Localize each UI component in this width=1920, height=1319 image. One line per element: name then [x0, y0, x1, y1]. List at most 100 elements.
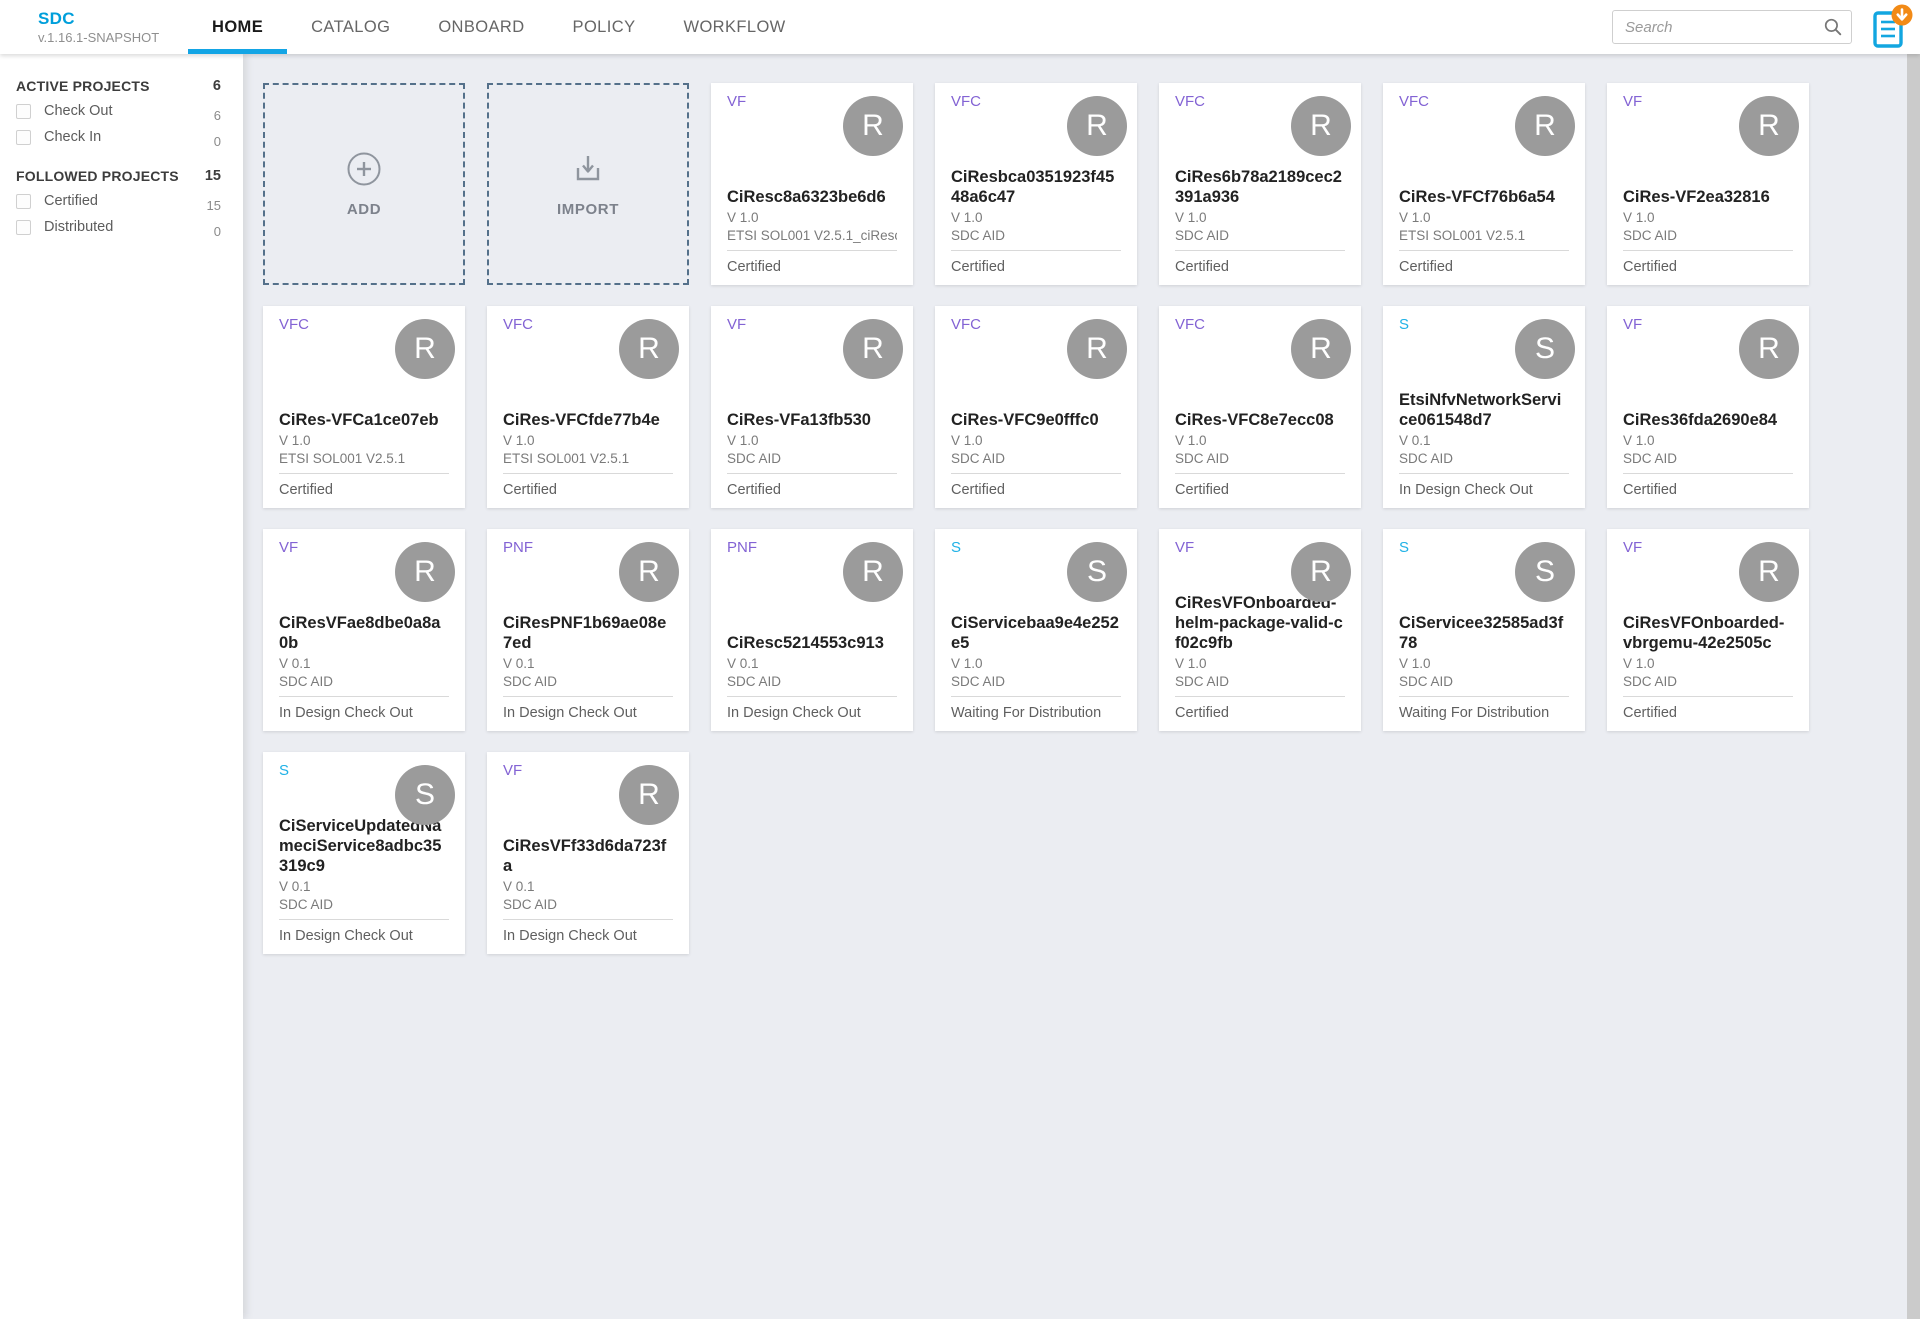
asset-card[interactable]: VF R CiRes-VFa13fb530 V 1.0 SDC AID Certified: [711, 306, 913, 508]
sidebar-filter-check-out[interactable]: Check Out 6: [0, 98, 243, 124]
sidebar-filter-label: Check Out: [44, 103, 113, 119]
asset-card[interactable]: VF R CiRes-VF2ea32816 V 1.0 SDC AID Certified: [1607, 83, 1809, 285]
asset-card[interactable]: VFC R CiRes-VFC8e7ecc08 V 1.0 SDC AID Certifi…: [1159, 306, 1361, 508]
card-version: V 0.1: [503, 656, 535, 671]
asset-card[interactable]: VF R CiResVFae8dbe0a8a0b V 0.1 SDC AID In Des…: [263, 529, 465, 731]
card-divider: [727, 696, 897, 697]
card-version: V 1.0: [1623, 656, 1655, 671]
card-divider: [503, 473, 673, 474]
tab-onboard[interactable]: ONBOARD: [438, 17, 525, 36]
card-divider: [1175, 473, 1345, 474]
app-version: v.1.16.1-SNAPSHOT: [38, 30, 160, 45]
import-icon: [570, 151, 606, 192]
card-name: CiResc5214553c913: [727, 633, 884, 652]
card-type-label: VFC: [279, 316, 309, 333]
asset-card[interactable]: S S CiServiceUpdatedNameciService8adbc3531…: [263, 752, 465, 954]
card-version: V 1.0: [727, 433, 759, 448]
card-version: V 0.1: [1399, 433, 1431, 448]
card-subtitle: ETSI SOL001 V2.5.1: [279, 451, 406, 466]
app-title: SDC: [38, 9, 75, 28]
checkbox-icon[interactable]: [16, 193, 31, 209]
asset-card[interactable]: VF R CiResVFOnboarded-helm-package-valid-c…: [1159, 529, 1361, 731]
asset-card[interactable]: PNF R CiResc5214553c913 V 0.1 SDC AID In Desi…: [711, 529, 913, 731]
avatar: R: [395, 542, 455, 602]
card-type-label: VF: [1623, 539, 1643, 556]
card-name: CiResVFae8dbe0a8a0b: [279, 613, 441, 652]
asset-card[interactable]: VF R CiResVFf33d6da723fa V 0.1 SDC AID In Des…: [487, 752, 689, 954]
card-type-label: PNF: [503, 539, 533, 556]
asset-card[interactable]: S S CiServicebaa9e4e252e5 V 1.0 SDC AID Waiti…: [935, 529, 1137, 731]
card-status: In Design Check Out: [279, 928, 413, 944]
checkbox-icon[interactable]: [16, 219, 31, 235]
asset-card[interactable]: VFC R CiRes-VFCfde77b4e V 1.0 ETSI SOL001 V2…: [487, 306, 689, 508]
sidebar-filter-check-in[interactable]: Check In 0: [0, 124, 243, 150]
asset-card[interactable]: VFC R CiRes-VFCf76b6a54 V 1.0 ETSI SOL001 V2…: [1383, 83, 1585, 285]
tab-policy[interactable]: POLICY: [572, 17, 636, 36]
sidebar-section-header: FOLLOWED PROJECTS 15: [0, 164, 243, 188]
app-logo[interactable]: SDC v.1.16.1-SNAPSHOT: [38, 0, 188, 54]
asset-card[interactable]: VFC R CiRes-VFC9e0fffc0 V 1.0 SDC AID Certifi…: [935, 306, 1137, 508]
sidebar-filter-distributed[interactable]: Distributed 0: [0, 214, 243, 240]
card-grid: ADD IMPORT VF R CiResc8a6323be6d6 V 1.0 ETSI S…: [263, 83, 1809, 954]
card-status: Certified: [1175, 482, 1229, 498]
card-version: V 1.0: [279, 433, 311, 448]
card-subtitle: SDC AID: [1623, 451, 1678, 466]
card-status: Certified: [727, 259, 781, 275]
card-name: CiResVFOnboarded-vbrgemu-42e2505c: [1623, 613, 1785, 652]
asset-card[interactable]: VF R CiResVFOnboarded-vbrgemu-42e2505c V 1.…: [1607, 529, 1809, 731]
card-status: Certified: [727, 482, 781, 498]
asset-card[interactable]: VFC R CiRes-VFCa1ce07eb V 1.0 ETSI SOL001 V2…: [263, 306, 465, 508]
card-name: CiResVFOnboarded-helm-package-valid-cf02…: [1175, 593, 1343, 652]
avatar: R: [1067, 319, 1127, 379]
tab-home[interactable]: HOME: [188, 0, 288, 54]
avatar: R: [843, 319, 903, 379]
card-divider: [727, 250, 897, 251]
card-type-label: S: [279, 762, 290, 779]
search-input[interactable]: [1612, 10, 1852, 44]
checkbox-icon[interactable]: [16, 103, 31, 119]
card-status: In Design Check Out: [1399, 482, 1533, 498]
sidebar-filter-label: Check In: [44, 129, 102, 145]
card-type-label: VFC: [503, 316, 533, 333]
sidebar-filter-count: 6: [213, 107, 221, 123]
checkout-notification-button[interactable]: [1870, 4, 1914, 50]
import-tile-button[interactable]: IMPORT: [487, 83, 689, 285]
card-version: V 0.1: [727, 656, 759, 671]
vertical-scrollbar[interactable]: [1907, 54, 1920, 1319]
sidebar-section: ACTIVE PROJECTS 6 Check Out 6 Check In 0: [0, 74, 243, 150]
card-version: V 1.0: [1623, 210, 1655, 225]
checkbox-icon[interactable]: [16, 129, 31, 145]
card-name: CiResPNF1b69ae08e7ed: [503, 613, 667, 652]
card-name: CiServicebaa9e4e252e5: [951, 613, 1119, 652]
card-status: Certified: [1399, 259, 1453, 275]
card-status: Certified: [951, 259, 1005, 275]
tab-workflow[interactable]: WORKFLOW: [683, 17, 786, 36]
asset-card[interactable]: VFC R CiResbca0351923f4548a6c47 V 1.0 SDC AI…: [935, 83, 1137, 285]
search-icon[interactable]: [1823, 17, 1843, 42]
sidebar-section: FOLLOWED PROJECTS 15 Certified 15 Distribute…: [0, 164, 243, 240]
card-name: CiRes-VFC8e7ecc08: [1175, 410, 1334, 429]
asset-card[interactable]: S S EtsiNfvNetworkService061548d7 V 0.1 SDC …: [1383, 306, 1585, 508]
card-type-label: VFC: [1175, 316, 1205, 333]
card-type-label: VF: [279, 539, 299, 556]
avatar: R: [1515, 96, 1575, 156]
avatar: R: [1291, 319, 1351, 379]
asset-card[interactable]: VFC R CiRes6b78a2189cec2391a936 V 1.0 SDC AI…: [1159, 83, 1361, 285]
avatar: R: [1739, 542, 1799, 602]
add-tile-label: ADD: [346, 200, 382, 218]
card-divider: [1399, 250, 1569, 251]
asset-card[interactable]: S S CiServicee32585ad3f78 V 1.0 SDC AID Waiti…: [1383, 529, 1585, 731]
sidebar-filter-label: Certified: [44, 193, 98, 209]
tab-catalog[interactable]: CATALOG: [311, 17, 391, 36]
add-tile-button[interactable]: ADD: [263, 83, 465, 285]
sidebar-section-count: 6: [212, 78, 221, 94]
card-status: Certified: [1623, 705, 1677, 721]
card-subtitle: SDC AID: [279, 897, 334, 912]
sidebar-filter-certified[interactable]: Certified 15: [0, 188, 243, 214]
card-status: Waiting For Distribution: [951, 705, 1102, 721]
card-status: Waiting For Distribution: [1399, 705, 1550, 721]
asset-card[interactable]: PNF R CiResPNF1b69ae08e7ed V 0.1 SDC AID In D…: [487, 529, 689, 731]
asset-card[interactable]: VF R CiResc8a6323be6d6 V 1.0 ETSI SOL001 V2.…: [711, 83, 913, 285]
asset-card[interactable]: VF R CiRes36fda2690e84 V 1.0 SDC AID Certifie…: [1607, 306, 1809, 508]
card-name: CiRes-VFCf76b6a54: [1399, 187, 1555, 206]
